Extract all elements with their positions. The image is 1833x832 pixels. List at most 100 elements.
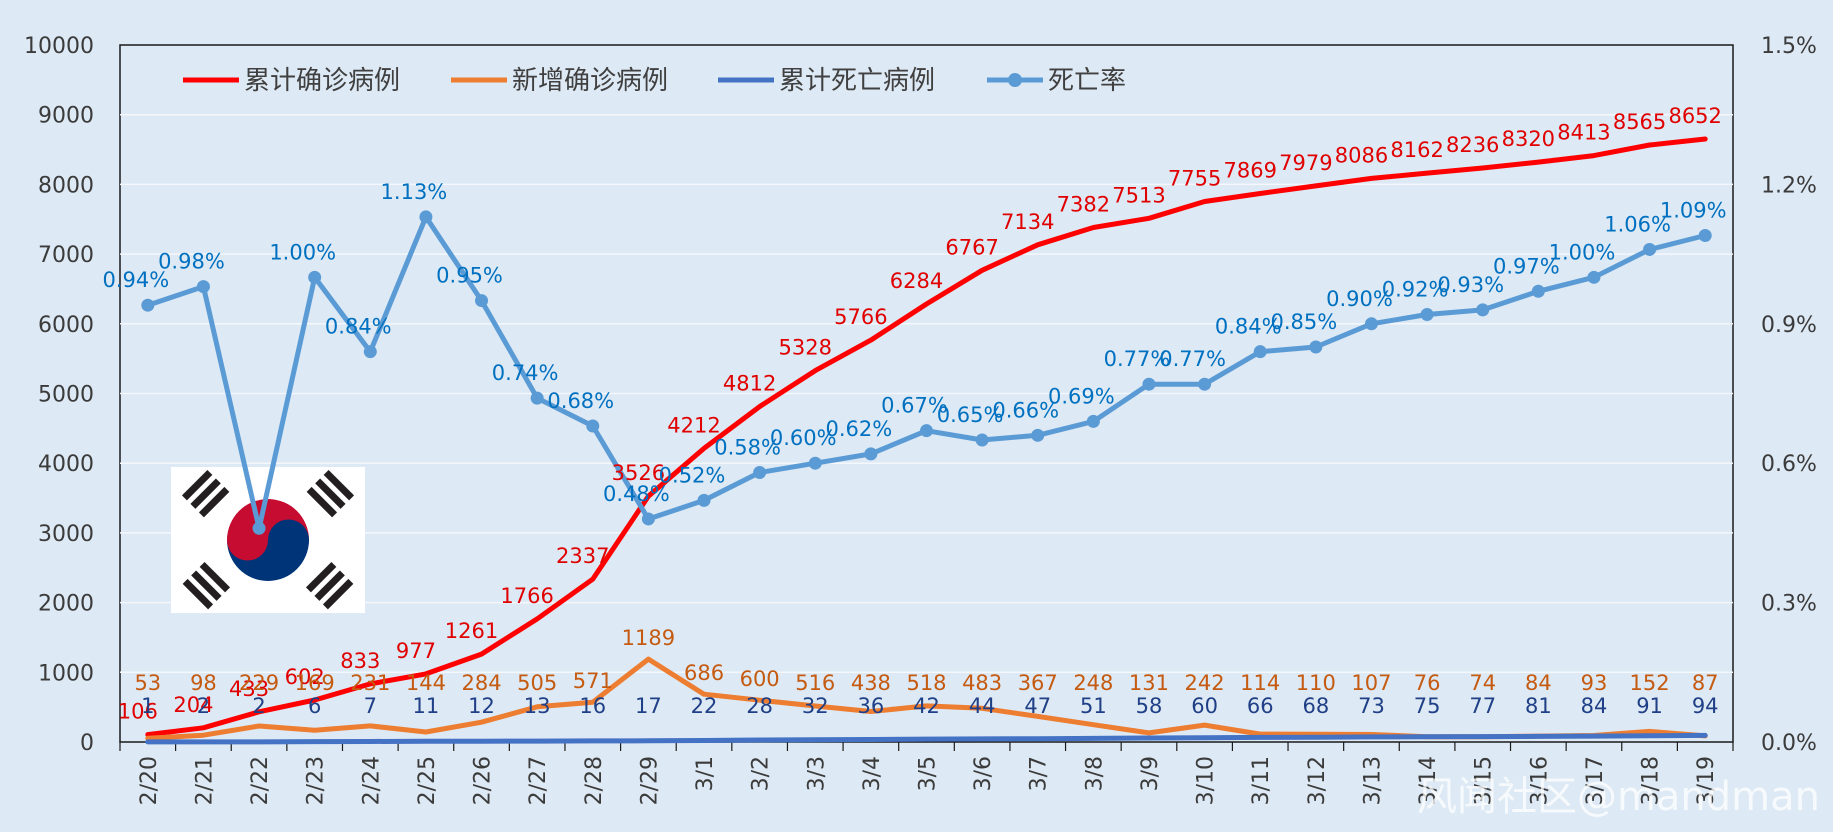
data-label: 231	[350, 671, 390, 695]
x-tick-label: 3/5	[916, 756, 941, 791]
x-tick-label: 3/15	[1472, 756, 1497, 805]
data-label: 229	[239, 671, 279, 695]
death-rate-point	[475, 294, 489, 308]
data-label: 0.90%	[1326, 287, 1393, 311]
data-label: 32	[802, 694, 829, 718]
data-label: 1766	[500, 584, 553, 608]
x-tick-label: 3/17	[1583, 756, 1608, 805]
x-tick-label: 3/12	[1305, 756, 1330, 805]
data-label: 1.13%	[381, 180, 448, 204]
death-rate-point	[363, 345, 377, 359]
data-label: 87	[1692, 671, 1719, 695]
legend-label: 累计确诊病例	[244, 66, 400, 96]
data-label: 8236	[1446, 133, 1499, 157]
data-label: 68	[1302, 694, 1329, 718]
data-label: 8413	[1557, 121, 1610, 145]
data-label: 3526	[612, 461, 665, 485]
data-label: 12	[468, 694, 495, 718]
data-label: 242	[1185, 671, 1225, 695]
trigram-bar	[190, 478, 221, 509]
data-label: 8320	[1502, 127, 1555, 151]
x-tick-label: 3/8	[1082, 756, 1107, 791]
data-label: 74	[1469, 671, 1496, 695]
data-label: 7134	[1001, 210, 1054, 234]
x-tick-label: 2/25	[415, 756, 440, 805]
death-rate-point	[252, 521, 266, 535]
y-left-tick-label: 4000	[38, 452, 94, 477]
trigram-bar	[182, 578, 214, 610]
data-label: 8652	[1668, 104, 1721, 128]
data-label: 73	[1358, 694, 1385, 718]
data-label: 0.52%	[659, 463, 726, 487]
x-tick-label: 2/24	[359, 756, 384, 805]
legend-marker	[1008, 73, 1022, 87]
trigram-bar	[305, 561, 337, 593]
data-label: 60	[1191, 694, 1218, 718]
data-label: 107	[1351, 671, 1391, 695]
y-left-tick-label: 9000	[38, 104, 94, 129]
data-label: 1261	[445, 619, 498, 643]
data-label: 13	[524, 694, 551, 718]
data-label: 505	[517, 671, 557, 695]
data-label: 367	[1018, 671, 1058, 695]
death-rate-point	[1531, 284, 1545, 298]
death-rate-point	[586, 419, 600, 433]
data-label: 571	[573, 669, 613, 693]
y-left-tick-label: 10000	[24, 34, 94, 59]
data-label: 1.00%	[269, 240, 336, 264]
data-label: 5328	[779, 336, 832, 360]
y-right-tick-label: 1.2%	[1761, 173, 1817, 198]
trigram-bar	[198, 486, 230, 518]
y-left-tick-label: 5000	[38, 383, 94, 408]
data-label: 36	[858, 694, 885, 718]
data-label: 0.92%	[1382, 278, 1449, 302]
data-label: 169	[295, 671, 335, 695]
trigram-bar	[315, 478, 346, 509]
death-rate-point	[1698, 229, 1712, 243]
data-label: 0.74%	[492, 361, 559, 385]
legend-label: 新增确诊病例	[512, 66, 668, 96]
data-label: 204	[173, 693, 213, 717]
data-label: 0.85%	[1270, 310, 1337, 334]
data-label: 131	[1129, 671, 1169, 695]
data-label: 11	[413, 694, 440, 718]
data-label: 284	[461, 671, 501, 695]
data-label: 5766	[834, 305, 887, 329]
data-label: 1.09%	[1660, 199, 1727, 223]
data-label: 2337	[556, 544, 609, 568]
x-tick-label: 3/19	[1694, 756, 1719, 805]
data-label: 76	[1414, 671, 1441, 695]
data-label: 438	[851, 671, 891, 695]
x-tick-label: 3/1	[693, 756, 718, 791]
x-tick-label: 3/18	[1639, 756, 1664, 805]
data-label: 1.00%	[1549, 240, 1616, 264]
data-label: 106	[118, 700, 158, 724]
data-label: 433	[229, 677, 269, 701]
x-tick-label: 3/16	[1527, 756, 1552, 805]
series-line-1	[145, 136, 1708, 738]
data-label: 42	[913, 694, 940, 718]
x-tick-label: 3/9	[1138, 756, 1163, 791]
x-tick-label: 2/21	[192, 756, 217, 805]
data-label: 1189	[622, 626, 675, 650]
data-label: 0.98%	[158, 250, 225, 274]
death-rate-point	[308, 270, 322, 284]
data-label: 8086	[1335, 143, 1388, 167]
x-tick-label: 2/27	[526, 756, 551, 805]
y-left-tick-label: 1000	[38, 661, 94, 686]
legend-label: 死亡率	[1048, 66, 1126, 96]
data-label: 75	[1414, 694, 1441, 718]
taegeuk-blue-lobe	[268, 519, 309, 561]
trigram	[305, 561, 354, 610]
death-rate-point	[975, 433, 989, 447]
y-right-tick-label: 0.9%	[1761, 313, 1817, 338]
data-label: 600	[740, 667, 780, 691]
y-left-tick-label: 2000	[38, 592, 94, 617]
death-rate-point	[530, 391, 544, 405]
data-label: 47	[1024, 694, 1051, 718]
data-label: 686	[684, 661, 724, 685]
data-label: 94	[1692, 694, 1719, 718]
death-rate-point	[141, 298, 155, 312]
data-label: 0.48%	[603, 482, 670, 506]
